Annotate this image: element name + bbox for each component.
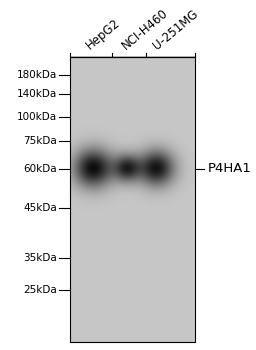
- Text: 100kDa: 100kDa: [17, 112, 57, 122]
- Text: P4HA1: P4HA1: [208, 162, 252, 175]
- Text: 35kDa: 35kDa: [23, 253, 57, 263]
- Text: NCI-H460: NCI-H460: [119, 6, 170, 52]
- Text: 25kDa: 25kDa: [23, 285, 57, 295]
- Text: 140kDa: 140kDa: [17, 89, 57, 99]
- Text: HepG2: HepG2: [84, 16, 123, 52]
- Text: 180kDa: 180kDa: [17, 70, 57, 79]
- Text: 45kDa: 45kDa: [23, 203, 57, 212]
- Text: U-251MG: U-251MG: [151, 7, 201, 52]
- Text: 75kDa: 75kDa: [23, 136, 57, 146]
- Text: 60kDa: 60kDa: [24, 164, 57, 174]
- Bar: [70, 57, 195, 342]
